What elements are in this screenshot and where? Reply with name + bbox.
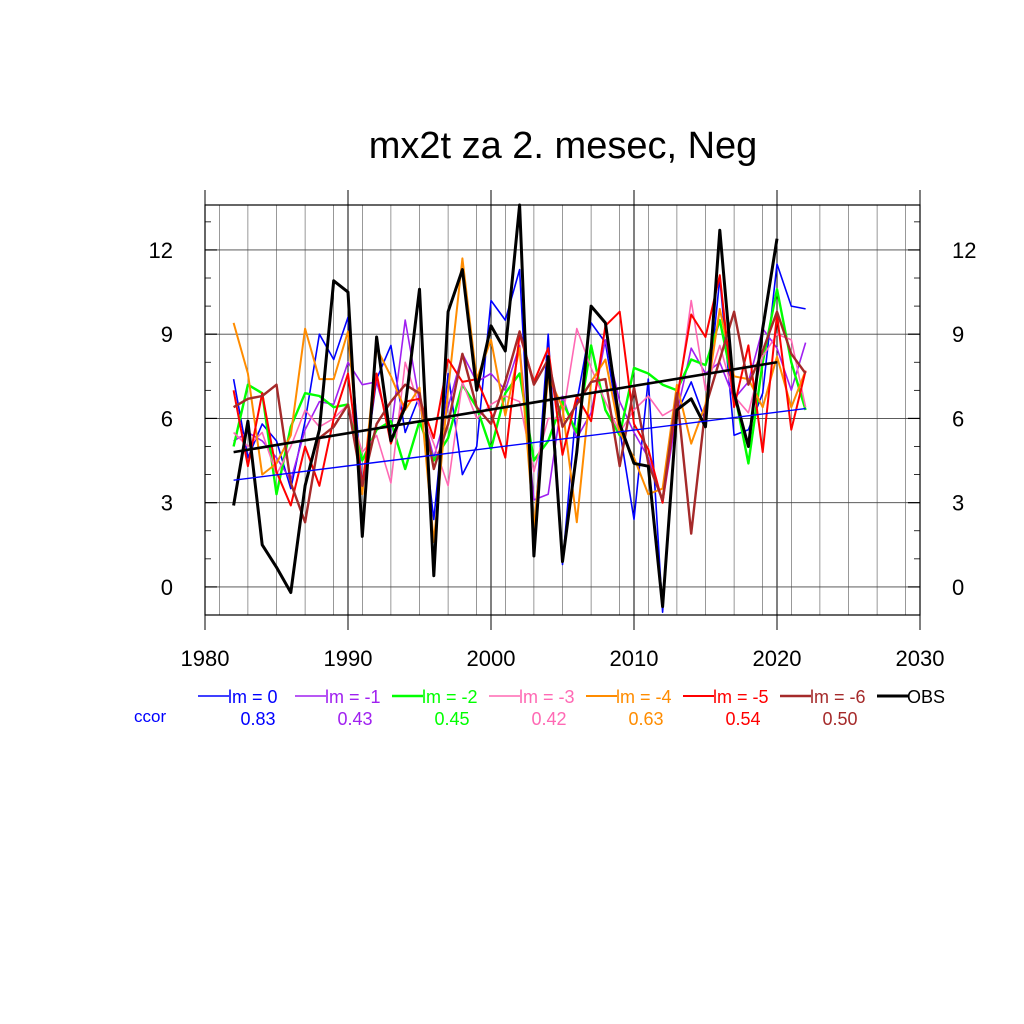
series-line-6 xyxy=(232,310,807,535)
axis-ticks: 1980 1990 2000 2010 2020 2030 0 0 3 3 6 6 9 9 12 12 xyxy=(149,221,976,671)
x-tick-label: 2020 xyxy=(753,646,802,671)
trend-line-0 xyxy=(233,407,806,481)
plot-frame xyxy=(204,204,921,616)
x-tick-label: 2010 xyxy=(610,646,659,671)
legend-label-0: lm = 0 xyxy=(228,687,278,707)
ccor-value-6: 0.50 xyxy=(822,709,857,729)
legend-label-3: lm = -3 xyxy=(519,687,575,707)
y-tick-label-left: 9 xyxy=(161,322,173,347)
x-tick-label: 2000 xyxy=(467,646,516,671)
ccor-label: ccor xyxy=(134,707,166,726)
plot-area: 1980 1990 2000 2010 2020 2030 0 0 3 3 6 6 9 9 12 12 xyxy=(149,190,976,671)
x-tick-label: 1990 xyxy=(324,646,373,671)
y-tick-label-right: 6 xyxy=(952,406,964,431)
chart-title: mx2t za 2. mesec, Neg xyxy=(369,125,758,167)
legend-label-5: lm = -5 xyxy=(713,687,769,707)
y-tick-label-left: 6 xyxy=(161,406,173,431)
ccor-value-3: 0.42 xyxy=(531,709,566,729)
y-tick-label-right: 12 xyxy=(952,238,976,263)
legend-label-7: OBS xyxy=(907,687,945,707)
y-tick-label-right: 9 xyxy=(952,322,964,347)
ccor-value-5: 0.54 xyxy=(725,709,760,729)
legend-label-4: lm = -4 xyxy=(616,687,672,707)
y-tick-label-left: 12 xyxy=(149,238,173,263)
series-line-7 xyxy=(232,203,779,609)
y-tick-label-left: 3 xyxy=(161,491,173,516)
legend-label-6: lm = -6 xyxy=(810,687,866,707)
trend-line-7 xyxy=(233,360,778,454)
ccor-value-2: 0.45 xyxy=(434,709,469,729)
legend-label-1: lm = -1 xyxy=(325,687,381,707)
y-tick-label-left: 0 xyxy=(161,575,173,600)
y-tick-label-right: 0 xyxy=(952,575,964,600)
ccor-value-4: 0.63 xyxy=(628,709,663,729)
y-tick-label-right: 3 xyxy=(952,491,964,516)
trend-lines xyxy=(233,360,806,481)
legend-label-2: lm = -2 xyxy=(422,687,478,707)
ccor-value-0: 0.83 xyxy=(240,709,275,729)
ccor-value-1: 0.43 xyxy=(337,709,372,729)
x-tick-label: 2030 xyxy=(896,646,945,671)
x-tick-label: 1980 xyxy=(181,646,230,671)
series-lines xyxy=(232,203,807,614)
